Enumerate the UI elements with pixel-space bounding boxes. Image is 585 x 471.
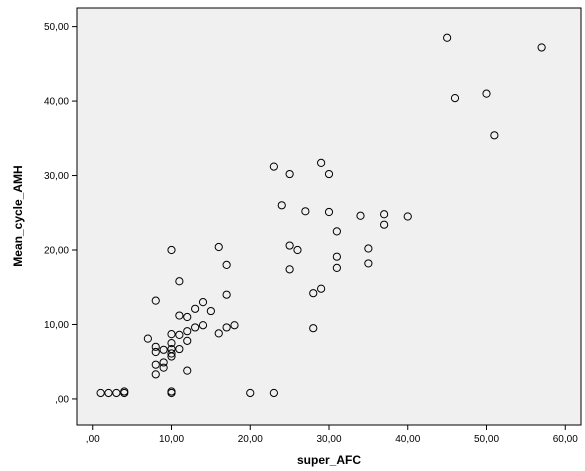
data-point bbox=[167, 338, 176, 348]
data-point bbox=[269, 388, 278, 398]
x-tick-label: 40,00 bbox=[395, 434, 420, 445]
data-point bbox=[317, 284, 326, 293]
data-point bbox=[443, 33, 452, 42]
data-point bbox=[482, 89, 491, 98]
data-point bbox=[198, 321, 208, 330]
x-tick-label: 50,00 bbox=[474, 434, 499, 445]
data-point bbox=[159, 358, 168, 367]
data-point bbox=[183, 327, 192, 336]
data-point bbox=[183, 336, 192, 345]
x-tick-label: 10,00 bbox=[159, 434, 184, 445]
data-point bbox=[175, 277, 184, 286]
data-point bbox=[206, 306, 215, 316]
x-tick-label: 30,00 bbox=[316, 434, 341, 445]
data-point bbox=[183, 366, 192, 375]
x-tick-label: ,00 bbox=[86, 434, 100, 445]
x-tick-label: 20,00 bbox=[238, 434, 263, 445]
y-tick-label: 10,00 bbox=[44, 320, 69, 331]
data-point bbox=[332, 227, 341, 236]
data-point bbox=[285, 241, 294, 250]
data-point bbox=[222, 260, 231, 270]
data-point bbox=[380, 210, 389, 219]
data-point bbox=[230, 321, 239, 330]
data-point bbox=[151, 347, 160, 357]
data-point bbox=[309, 289, 318, 298]
data-point bbox=[104, 388, 113, 398]
data-point bbox=[222, 323, 231, 332]
data-point bbox=[151, 296, 160, 305]
data-point bbox=[175, 330, 184, 339]
data-point bbox=[175, 311, 184, 320]
data-point bbox=[167, 387, 176, 396]
data-point bbox=[317, 158, 326, 167]
data-point bbox=[403, 212, 412, 221]
data-point bbox=[285, 169, 294, 179]
data-point bbox=[364, 259, 373, 268]
data-point bbox=[159, 363, 168, 372]
data-point bbox=[120, 387, 129, 396]
x-tick-label: 60,00 bbox=[553, 434, 578, 445]
data-point bbox=[309, 324, 318, 333]
data-point bbox=[191, 323, 200, 332]
data-point bbox=[167, 330, 176, 339]
data-point bbox=[301, 207, 310, 216]
data-point bbox=[246, 388, 255, 398]
data-point bbox=[222, 290, 231, 299]
data-point bbox=[214, 242, 223, 252]
data-point bbox=[167, 352, 176, 361]
data-point bbox=[214, 329, 223, 338]
data-point bbox=[356, 211, 365, 220]
y-axis: ,00 10,00 20,00 30,00 40,00 50,00 bbox=[44, 22, 77, 405]
y-tick-label: 50,00 bbox=[44, 22, 69, 33]
data-point bbox=[151, 360, 160, 369]
data-point bbox=[151, 342, 160, 351]
y-tick-label: ,00 bbox=[55, 394, 69, 405]
data-point bbox=[324, 207, 334, 217]
data-point bbox=[293, 245, 302, 255]
x-axis: ,00 10,00 20,00 30,00 40,00 50,00 60,00 bbox=[86, 425, 578, 445]
data-point bbox=[143, 334, 152, 343]
y-tick-label: 40,00 bbox=[44, 97, 69, 108]
data-point bbox=[167, 245, 176, 255]
data-point bbox=[332, 263, 341, 272]
data-point bbox=[198, 298, 208, 307]
y-tick-label: 20,00 bbox=[44, 246, 69, 257]
y-axis-title: Mean_cycle_AMH bbox=[11, 165, 25, 266]
data-point bbox=[191, 304, 200, 313]
data-point bbox=[285, 265, 294, 274]
data-point bbox=[112, 388, 121, 398]
plot-area bbox=[76, 7, 582, 426]
data-point bbox=[332, 252, 341, 261]
data-point bbox=[159, 345, 168, 354]
data-point bbox=[364, 244, 373, 253]
data-point bbox=[324, 169, 334, 179]
data-points bbox=[96, 33, 546, 398]
data-point bbox=[96, 388, 105, 398]
data-point bbox=[269, 162, 278, 171]
y-tick-label: 30,00 bbox=[44, 171, 69, 182]
data-point bbox=[537, 43, 546, 52]
data-point bbox=[167, 349, 176, 358]
data-point bbox=[380, 220, 389, 229]
data-point bbox=[490, 131, 499, 140]
data-point bbox=[450, 94, 460, 103]
data-point bbox=[183, 312, 192, 322]
x-axis-title: super_AFC bbox=[297, 453, 361, 467]
data-point bbox=[277, 201, 286, 210]
data-point bbox=[175, 344, 184, 354]
data-point bbox=[151, 370, 160, 379]
